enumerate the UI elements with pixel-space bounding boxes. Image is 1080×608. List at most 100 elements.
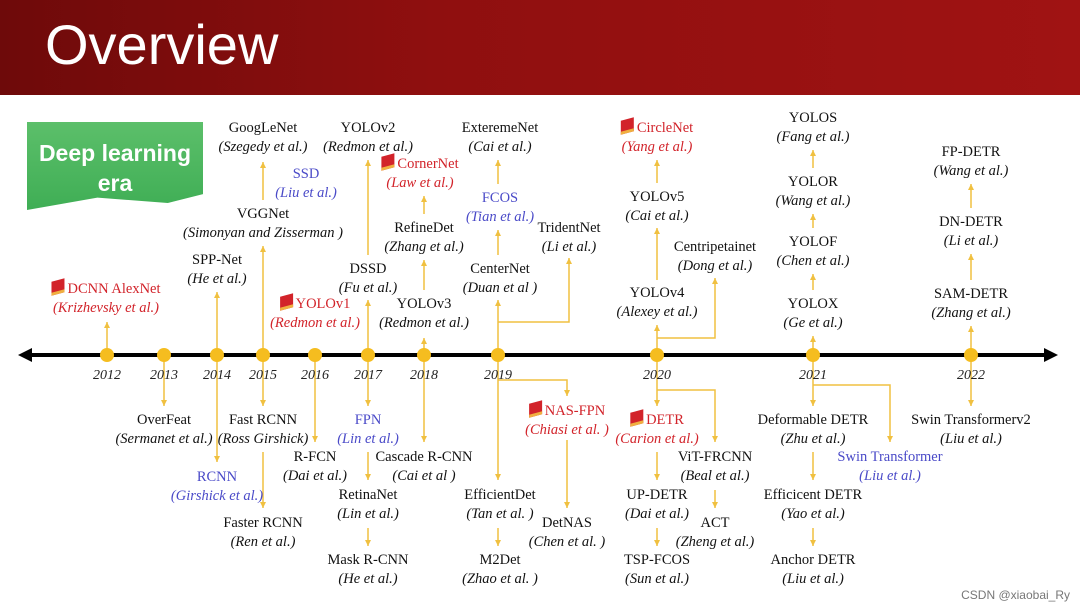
year-dot [964, 348, 978, 362]
model-node: YOLOF (Chen et al.) [777, 233, 850, 271]
arrow-head-icon [968, 254, 974, 260]
model-node: VGGNet (Simonyan and Zisserman ) [183, 205, 343, 243]
arrow-head-icon [260, 502, 266, 508]
arrow-head-icon [712, 278, 718, 284]
model-name-text: CenterNet [470, 261, 530, 277]
year-label: 2019 [484, 368, 512, 383]
model-name: GoogLeNet [219, 119, 308, 138]
model-name-text: ViT-FRCNN [677, 449, 753, 465]
model-node: DN-DETR (Li et al.) [939, 213, 1003, 251]
model-author: (Zhang et al.) [384, 239, 464, 255]
model-name: FCOS [466, 189, 534, 208]
slide-title: Overview [45, 13, 279, 76]
arrow-head-icon [495, 540, 501, 546]
model-name: Anchor DETR [771, 551, 856, 570]
model-name-text: Swin Transformer [837, 449, 943, 465]
model-name-text: R-FCN [293, 449, 337, 465]
model-name: M2Det [462, 551, 538, 570]
model-name: ExteremeNet [462, 119, 539, 138]
model-author: (Redmon et al.) [323, 139, 413, 155]
model-node: CornerNet (Law et al.) [381, 153, 459, 193]
year-label: 2013 [150, 368, 178, 383]
model-author: (Chiasi et al. ) [525, 422, 609, 438]
model-author: (Zhu et al.) [780, 431, 846, 447]
arrow-head-icon [654, 325, 660, 331]
model-name: YOLOv1 [270, 293, 360, 314]
model-author: (Chen et al. ) [528, 534, 606, 550]
model-author: (Zhao et al. ) [462, 571, 538, 587]
model-name-text: YOLOF [788, 234, 838, 250]
model-author: (Chen et al.) [776, 253, 850, 269]
model-author: (Alexey et al.) [616, 304, 698, 320]
arrow-head-icon [810, 274, 816, 280]
model-name-text: Anchor DETR [770, 552, 856, 568]
arrow-head-icon [810, 150, 816, 156]
model-author: (Girshick et al.) [170, 488, 264, 504]
model-name-text: TridentNet [537, 220, 601, 236]
model-name-text: YOLOv4 [629, 285, 685, 301]
arrow-head-icon [495, 474, 501, 480]
arrow-line [498, 258, 570, 323]
model-author: (Fang et al.) [776, 129, 850, 145]
arrow-head-icon [495, 300, 501, 306]
year-label: 2018 [410, 368, 438, 383]
arrow-head-icon [654, 160, 660, 166]
model-name-text: Fast RCNN [228, 412, 298, 428]
arrow-head-icon [495, 160, 501, 166]
model-author: (Duan et al ) [462, 280, 538, 296]
model-author: (Szegedy et al.) [218, 139, 308, 155]
year-dot [100, 348, 114, 362]
model-node: SSD (Liu et al.) [275, 165, 337, 203]
model-author: (Ross Girshick) [217, 431, 309, 447]
model-name-text: YOLOv5 [629, 189, 685, 205]
model-node: Faster RCNN (Ren et al.) [223, 514, 302, 552]
model-node: UP-DETR (Dai et al.) [625, 486, 689, 524]
model-name-text: Cascade R-CNN [375, 449, 473, 465]
deep-learning-era-banner: Deep learning era [27, 122, 203, 210]
model-name: EfficientDet [464, 486, 535, 505]
model-author: (He et al.) [338, 571, 398, 587]
model-name: SPP-Net [187, 251, 246, 270]
arrow-head-icon [365, 160, 371, 166]
model-name-text: CornerNet [397, 156, 459, 172]
arrow-head-icon [421, 260, 427, 266]
model-name-text: NAS-FPN [544, 403, 606, 419]
model-node: DSSD (Fu et al.) [339, 260, 397, 298]
model-name-text: YOLOR [788, 174, 838, 190]
model-name: DetNAS [529, 514, 606, 533]
arrow-head-icon [810, 400, 816, 406]
timeline-right-arrow-icon [1044, 348, 1058, 362]
model-author: (Beal et al.) [680, 468, 750, 484]
model-name-text: DETR [646, 412, 684, 428]
year-dot [806, 348, 820, 362]
model-name: Swin Transformerv2 [911, 411, 1031, 430]
model-name-text: Mask R-CNN [327, 552, 409, 568]
model-name-text: TSP-FCOS [623, 552, 691, 568]
model-author: (Cai et al.) [468, 139, 532, 155]
model-node: Fast RCNN (Ross Girshick) [218, 411, 309, 449]
model-node: SPP-Net (He et al.) [187, 251, 246, 289]
model-name: Cascade R-CNN [375, 448, 472, 467]
year-dot [491, 348, 505, 362]
model-name: DN-DETR [939, 213, 1003, 232]
model-name: DSSD [339, 260, 397, 279]
model-node: YOLOv5 (Cai et al.) [625, 188, 688, 226]
model-name: R-FCN [283, 448, 347, 467]
model-name: Mask R-CNN [328, 551, 409, 570]
model-name-text: DSSD [349, 261, 387, 277]
model-name: Efficicent DETR [764, 486, 862, 505]
model-name: YOLOS [777, 109, 850, 128]
model-name-text: EfficientDet [464, 487, 536, 503]
arrow-head-icon [810, 474, 816, 480]
model-author: (Dong et al.) [677, 258, 753, 274]
model-author: (Li et al.) [943, 233, 999, 249]
model-node: TridentNet (Li et al.) [537, 219, 600, 257]
model-name-text: Deformable DETR [757, 412, 869, 428]
model-name: UP-DETR [625, 486, 689, 505]
year-label: 2014 [203, 368, 231, 383]
model-name: YOLOv4 [617, 284, 698, 303]
flag-icon [620, 117, 634, 135]
model-name-text: YOLOv3 [396, 296, 452, 312]
model-author: (Sermanet et al.) [115, 431, 213, 447]
